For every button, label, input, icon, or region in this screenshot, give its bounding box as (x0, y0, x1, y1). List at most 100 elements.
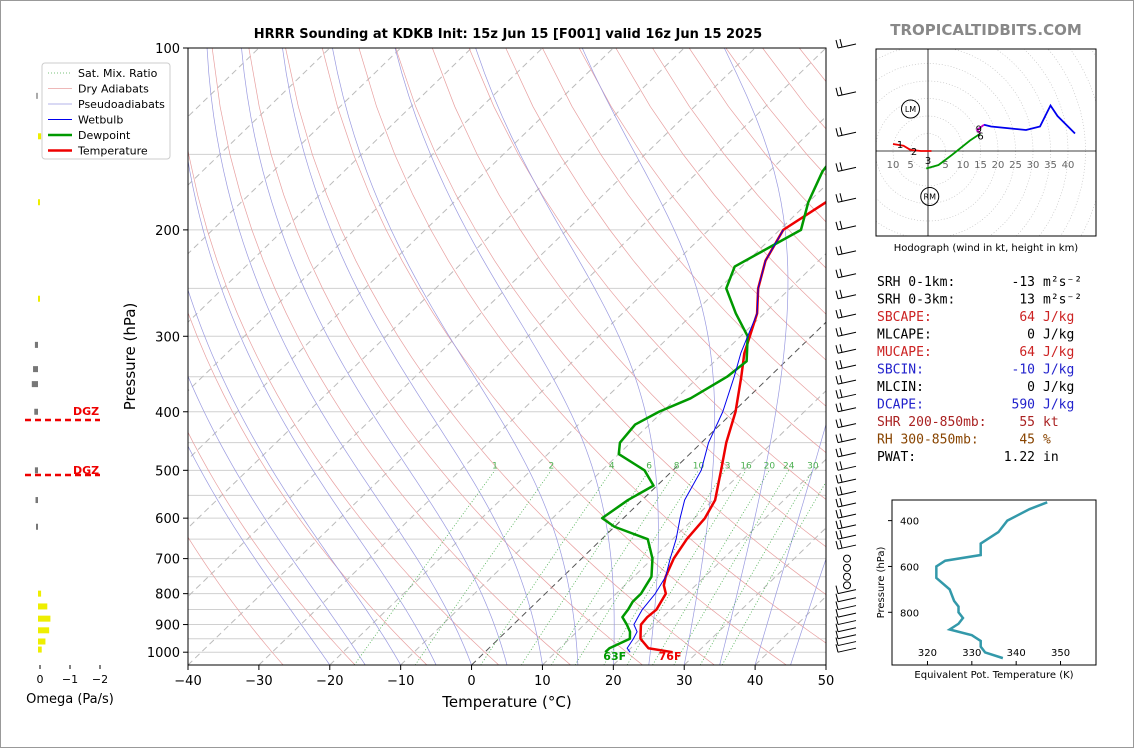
y-tick-label: 700 (155, 553, 180, 568)
wind-barb-flag (839, 461, 843, 470)
x-tick-label: −20 (316, 674, 343, 689)
legend-entry: Dry Adiabats (78, 83, 149, 96)
wind-barb-flag (839, 497, 843, 507)
wind-barb-flag (835, 419, 839, 428)
wind-barb-staff (837, 438, 857, 444)
mixing-ratio-label: 13 (719, 461, 730, 471)
dry-adiabat (432, 48, 826, 548)
wind-barb-flag (835, 434, 839, 443)
wind-barb-flag (839, 309, 843, 318)
wind-barb-staff (837, 534, 857, 540)
index-value: 64 (1019, 310, 1035, 325)
wind-barb-flag (835, 390, 839, 399)
temperature-line (639, 200, 826, 654)
isotherm (471, 321, 826, 665)
pseudoadiabat (719, 48, 789, 665)
mixing-ratio-label: 8 (674, 461, 680, 471)
mixing-ratio-line (673, 470, 790, 665)
index-label: SHR 200-850mb: (877, 415, 987, 430)
wind-barb-staff (837, 331, 857, 337)
x-axis-label: Temperature (°C) (441, 693, 571, 711)
wind-barb-flag (839, 193, 843, 202)
wind-barb-staff (837, 544, 857, 550)
wind-barb-staff (837, 620, 857, 626)
y-tick-label: 1000 (147, 646, 180, 661)
wind-barb-flag (839, 127, 843, 136)
index-unit: m²s⁻² (1043, 293, 1082, 308)
hodograph-ring-label: 30 (1027, 160, 1040, 171)
index-value: 1.22 (1004, 450, 1035, 465)
hodograph-ring-label: 5 (907, 160, 913, 171)
index-value: -13 (1012, 275, 1035, 290)
wind-barb-flag (839, 539, 843, 549)
index-unit: J/kg (1043, 363, 1074, 378)
wind-barb-flag (835, 360, 839, 370)
dewpoint-line (600, 164, 826, 654)
index-value: 55 (1019, 415, 1035, 430)
wind-barb-staff (837, 490, 857, 496)
wind-barb-flag (839, 389, 843, 398)
omega-tick-label: −2 (92, 673, 108, 686)
dry-adiabat (188, 536, 284, 665)
wind-barb-flag (835, 498, 839, 508)
dry-adiabat (188, 311, 428, 665)
wind-barb-staff (837, 589, 857, 595)
mixing-ratio-label: 10 (693, 461, 705, 471)
wind-barb-staff (837, 513, 857, 519)
wind-barb-staff (837, 379, 857, 385)
wind-barb-flag (835, 269, 839, 278)
index-unit: J/kg (1043, 328, 1074, 343)
index-value: 13 (1019, 293, 1035, 308)
mixing-ratio-line (353, 470, 496, 665)
theta-e-x-tick-label: 350 (1051, 648, 1070, 659)
calm-wind-marker (843, 581, 851, 590)
isotherm (754, 595, 826, 665)
omega-bar (38, 615, 51, 622)
wind-barb-flag (839, 268, 843, 277)
omega-bar (38, 133, 42, 140)
index-label: DCAPE: (877, 398, 924, 413)
theta-e-x-label: Equivalent Pot. Temperature (K) (914, 670, 1073, 681)
pseudoadiabat (332, 48, 579, 665)
wind-barb-flag (839, 245, 843, 255)
mixing-ratio-label: 2 (548, 461, 554, 471)
index-label: RH 300-850mb: (877, 433, 979, 448)
wind-barb-flag (839, 162, 843, 171)
omega-bar (34, 467, 38, 474)
hodograph-ring-label: 10 (887, 160, 900, 171)
theta-e-x-tick-label: 340 (1007, 648, 1026, 659)
hodograph-caption: Hodograph (wind in kt, height in km) (894, 243, 1079, 254)
wind-barb-flag (835, 403, 839, 412)
index-unit: kt (1043, 415, 1059, 430)
isotherm (188, 48, 756, 598)
wind-barb-staff (837, 597, 857, 603)
skewt-axes-frame (187, 47, 827, 666)
hodograph-ring-label: 35 (1044, 160, 1057, 171)
dry-adiabat (468, 48, 826, 500)
wind-barb-flag (835, 474, 839, 484)
wind-barb-staff (837, 627, 857, 633)
wind-barb-flag (835, 163, 839, 172)
mixing-ratio-line (699, 470, 814, 665)
y-tick-label: 400 (155, 406, 180, 421)
legend: Sat. Mix. Ratio Dry Adiabats Pseudoadiabat… (41, 62, 171, 160)
index-unit: m²s⁻² (1043, 275, 1082, 290)
omega-bar (34, 341, 38, 348)
wind-barb-staff (837, 294, 857, 300)
omega-axis-label: Omega (Pa/s) (26, 692, 114, 707)
dgz-label: DGZ (73, 405, 99, 418)
wind-barb-flag (835, 87, 839, 96)
dry-adiabat (542, 48, 826, 407)
pseudoadiabat (754, 423, 826, 665)
isotherm (329, 184, 826, 665)
omega-bar (38, 590, 42, 597)
index-label: SBCIN: (877, 363, 924, 378)
wind-barb-staff (837, 348, 857, 354)
wind-barb-flag (835, 623, 839, 632)
dry-adiabat (211, 48, 571, 665)
omega-bar (36, 92, 38, 99)
wind-barb-flag (839, 344, 843, 353)
mixing-ratio-label: 20 (764, 461, 776, 471)
x-tick-label: 30 (676, 674, 693, 689)
wind-barb-flag (839, 530, 843, 539)
